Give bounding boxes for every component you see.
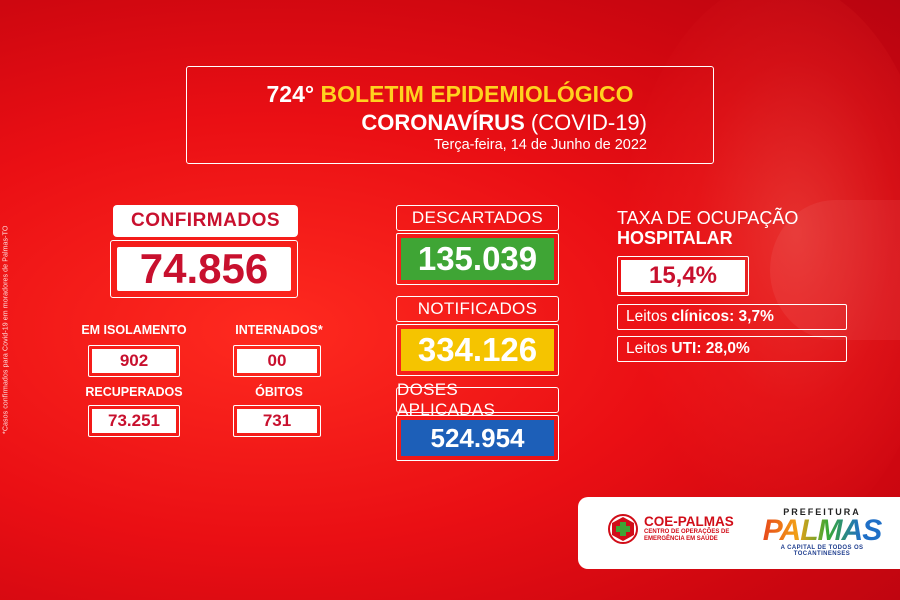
recovered-box: 73.251 <box>88 405 180 437</box>
bulletin-subtitle: CORONAVÍRUS (COVID-19) <box>307 110 647 136</box>
palmas-wordmark: PALMAS <box>758 516 886 546</box>
bulletin-number: 724° <box>266 81 315 107</box>
discarded-label: DESCARTADOS <box>396 205 559 231</box>
isolation-label: EM ISOLAMENTO <box>81 323 187 337</box>
doses-label: DOSES APLICADAS <box>396 380 559 419</box>
prefeitura-palmas-logo: PREFEITURA PALMAS A CAPITAL DE TODOS OS … <box>758 507 886 557</box>
bulletin-header: 724° BOLETIM EPIDEMIOLÓGICO CORONAVÍRUS … <box>186 66 714 164</box>
subtitle-bold: CORONAVÍRUS <box>361 110 525 135</box>
doses-value: 524.954 <box>401 420 554 456</box>
coe-subtitle-2: EMERGÊNCIA EM SAÚDE <box>644 536 718 542</box>
recovered-label: RECUPERADOS <box>85 385 183 399</box>
icu-beds-value: UTI: 28,0% <box>671 340 750 357</box>
coe-subtitle-1: CENTRO DE OPERAÇÕES DE <box>644 529 730 535</box>
notified-box: 334.126 <box>396 324 559 376</box>
coe-palmas-logo: COE-PALMAS CENTRO DE OPERAÇÕES DE EMERGÊ… <box>608 514 734 544</box>
occupancy-title-line1: TAXA DE OCUPAÇÃO <box>617 208 799 228</box>
deaths-box: 731 <box>233 405 321 437</box>
prefeitura-label: PREFEITURA <box>783 507 861 517</box>
recovered-value: 73.251 <box>92 409 176 433</box>
isolation-box: 902 <box>88 345 180 377</box>
bulletin-title: BOLETIM EPIDEMIOLÓGICO <box>320 81 634 107</box>
deaths-value: 731 <box>237 409 317 433</box>
occupancy-rate-box: 15,4% <box>617 256 749 296</box>
logo-bar: COE-PALMAS CENTRO DE OPERAÇÕES DE EMERGÊ… <box>578 497 900 569</box>
hospitalized-value: 00 <box>237 349 317 373</box>
notified-value: 334.126 <box>401 329 554 371</box>
deaths-label: ÓBITOS <box>255 385 303 399</box>
side-footnote: *Casos confirmados para Covid-19 em mora… <box>2 225 10 435</box>
bulletin-title-line: 724° BOLETIM EPIDEMIOLÓGICO <box>187 81 713 108</box>
confirmed-label: CONFIRMADOS <box>113 205 298 237</box>
discarded-value: 135.039 <box>401 238 554 280</box>
notified-label: NOTIFICADOS <box>396 296 559 322</box>
isolation-value: 902 <box>92 349 176 373</box>
discarded-box: 135.039 <box>396 233 559 285</box>
hospitalized-box: 00 <box>233 345 321 377</box>
occupancy-title-line2: HOSPITALAR <box>617 228 733 248</box>
occupancy-rate-value: 15,4% <box>621 260 745 292</box>
prefeitura-slogan: A CAPITAL DE TODOS OS TOCANTINENSES <box>780 545 864 557</box>
bulletin-date: Terça-feira, 14 de Junho de 2022 <box>434 137 647 153</box>
subtitle-rest: (COVID-19) <box>524 110 647 135</box>
icu-beds-prefix: Leitos <box>626 340 668 357</box>
medical-cross-icon <box>608 514 638 544</box>
occupancy-title: TAXA DE OCUPAÇÃO HOSPITALAR <box>617 208 857 248</box>
doses-box: 524.954 <box>396 415 559 461</box>
icu-beds: Leitos UTI: 28,0% <box>617 336 847 362</box>
clinical-beds: Leitos clínicos: 3,7% <box>617 304 847 330</box>
confirmed-value: 74.856 <box>117 245 291 292</box>
background-mask-shape <box>770 200 900 340</box>
confirmed-box: 74.856 <box>110 240 298 298</box>
coe-name: COE-PALMAS <box>644 514 734 529</box>
clinical-beds-value: clínicos: 3,7% <box>671 308 774 325</box>
hospitalized-label: INTERNADOS* <box>235 323 323 337</box>
clinical-beds-prefix: Leitos <box>626 308 668 325</box>
